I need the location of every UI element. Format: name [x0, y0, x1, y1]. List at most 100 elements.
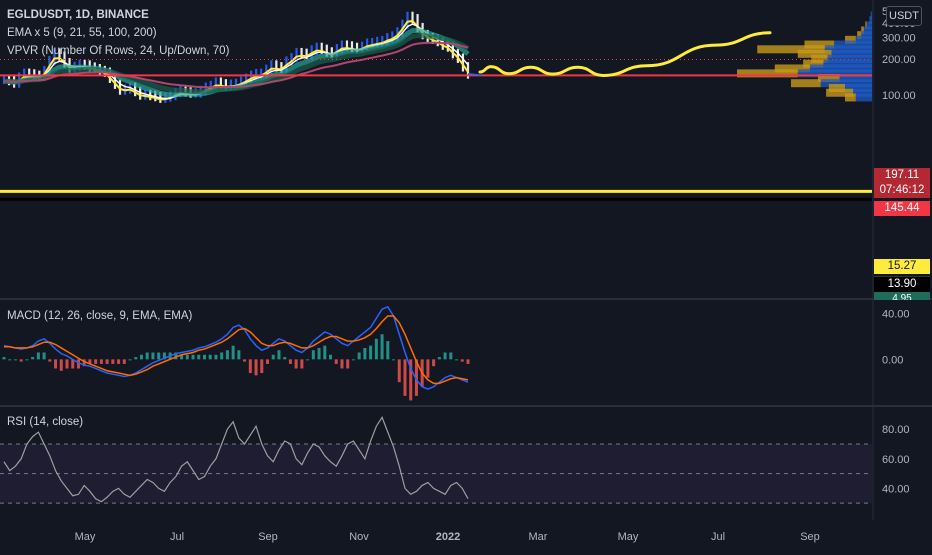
- macd-histogram-bar: [180, 354, 184, 360]
- volume-profile-down-bar: [861, 26, 864, 35]
- time-axis-tick: Nov: [349, 531, 369, 543]
- macd-axis-tick: 40.00: [882, 309, 910, 321]
- macd-histogram-bar: [237, 350, 241, 360]
- macd-histogram-bar: [151, 352, 155, 360]
- black-line-tag: 13.90: [874, 276, 930, 292]
- macd-histogram-bar: [455, 359, 459, 361]
- volume-profile-down-bar: [804, 40, 835, 49]
- macd-histogram-bar: [260, 359, 264, 374]
- macd-legend[interactable]: MACD (12, 26, close, 9, EMA, EMA): [7, 310, 193, 322]
- macd-histogram-bar: [243, 359, 247, 362]
- macd-histogram-bar: [134, 357, 138, 360]
- currency-button[interactable]: USDT: [886, 6, 922, 26]
- time-axis-tick: Mar: [529, 531, 548, 543]
- macd-line: [3, 305, 469, 390]
- macd-histogram-bar: [117, 359, 121, 364]
- ema-100-line: [3, 33, 470, 95]
- time-axis-tick: May: [618, 531, 639, 543]
- ema-200-line: [3, 41, 469, 89]
- macd-histogram-bar: [71, 359, 75, 369]
- macd-histogram-bar: [13, 359, 17, 361]
- volume-profile-down-bar: [828, 83, 845, 92]
- macd-histogram-bar: [76, 359, 80, 369]
- volume-profile-up-bar: [809, 64, 872, 73]
- macd-histogram-bar: [82, 359, 86, 367]
- macd-histogram-bar: [19, 359, 23, 362]
- macd-histogram-bar: [283, 357, 287, 360]
- ema-legend[interactable]: EMA x 5 (9, 21, 55, 100, 200): [7, 27, 157, 39]
- volume-profile: [737, 11, 872, 102]
- macd-histogram-bar: [288, 359, 292, 364]
- macd-histogram-bar: [277, 350, 281, 360]
- macd-histogram-bar: [128, 359, 132, 361]
- macd-histogram-bar: [214, 354, 218, 360]
- projection-drawing[interactable]: [478, 31, 772, 77]
- volume-profile-down-bar: [737, 69, 798, 78]
- volume-profile-down-bar: [845, 35, 856, 44]
- macd-axis-tick: 0.00: [882, 354, 903, 366]
- drawing-connector[interactable]: [467, 72, 483, 77]
- last-price-value: 197.11: [884, 169, 920, 181]
- macd-histogram-bar: [202, 354, 206, 360]
- volume-profile-down-bar: [818, 74, 840, 83]
- volume-profile-down-bar: [757, 45, 825, 54]
- macd-histogram-bar: [31, 357, 35, 360]
- macd-histogram-bar: [25, 359, 29, 361]
- macd-histogram-bar: [2, 357, 6, 360]
- time-axis-tick: 2022: [436, 531, 460, 543]
- bar-countdown: 07:46:12: [879, 184, 925, 196]
- bottom-partial-tag: 4.95: [874, 292, 930, 300]
- macd-histogram-bar: [311, 350, 315, 360]
- macd-histogram-bar: [225, 350, 229, 360]
- macd-histogram-bar: [99, 359, 103, 364]
- time-axis-tick: Jul: [170, 531, 184, 543]
- macd-panel[interactable]: [2, 305, 470, 401]
- macd-histogram-bar: [300, 359, 304, 369]
- macd-histogram-bar: [409, 359, 413, 401]
- macd-histogram-bar: [351, 359, 355, 361]
- macd-histogram-bar: [403, 359, 407, 396]
- rsi-panel[interactable]: [0, 416, 872, 504]
- macd-histogram-bar: [369, 345, 373, 360]
- volume-profile-up-bar: [861, 31, 872, 40]
- volume-profile-up-bar: [820, 79, 872, 88]
- rsi-line: [3, 416, 469, 503]
- macd-histogram-bar: [111, 359, 115, 364]
- time-axis-tick: Jul: [711, 531, 725, 543]
- macd-histogram-bar: [266, 359, 270, 364]
- volume-profile-up-bar: [870, 11, 872, 20]
- macd-histogram-bar: [466, 359, 470, 364]
- vpvr-legend[interactable]: VPVR (Number Of Rows, 24, Up/Down, 70): [7, 45, 230, 57]
- volume-profile-down-bar: [803, 59, 824, 68]
- volume-profile-up-bar: [839, 74, 872, 83]
- time-axis-tick: May: [75, 531, 96, 543]
- volume-profile-up-bar: [855, 93, 872, 102]
- volume-profile-down-bar: [811, 54, 828, 63]
- volume-profile-up-bar: [855, 35, 872, 44]
- rsi-axis-tick: 40.00: [882, 483, 910, 495]
- price-axis-tick: 300.00: [882, 33, 916, 45]
- macd-histogram-bar: [357, 352, 361, 360]
- macd-histogram-bar: [437, 357, 441, 360]
- macd-histogram-bar: [36, 352, 40, 360]
- volume-profile-down-bar: [845, 93, 856, 102]
- macd-histogram-bar: [185, 354, 189, 360]
- macd-histogram-bar: [443, 352, 447, 360]
- macd-histogram-bar: [139, 354, 143, 360]
- volume-profile-up-bar: [827, 54, 872, 63]
- macd-histogram-bar: [208, 354, 212, 360]
- symbol-legend[interactable]: EGLDUSDT, 1D, BINANCE: [7, 9, 149, 21]
- volume-profile-down-bar: [791, 79, 821, 88]
- macd-histogram-bar: [271, 354, 275, 360]
- volume-profile-up-bar: [869, 16, 872, 25]
- rsi-legend[interactable]: RSI (14, close): [7, 416, 84, 428]
- price-panel[interactable]: [0, 11, 872, 201]
- time-axis-tick: Sep: [258, 531, 278, 543]
- macd-histogram-bar: [157, 352, 161, 360]
- macd-histogram-bar: [220, 352, 224, 360]
- yellow-line-tag: 15.27: [874, 259, 930, 274]
- macd-histogram-bar: [426, 359, 430, 378]
- macd-histogram-bar: [414, 359, 418, 396]
